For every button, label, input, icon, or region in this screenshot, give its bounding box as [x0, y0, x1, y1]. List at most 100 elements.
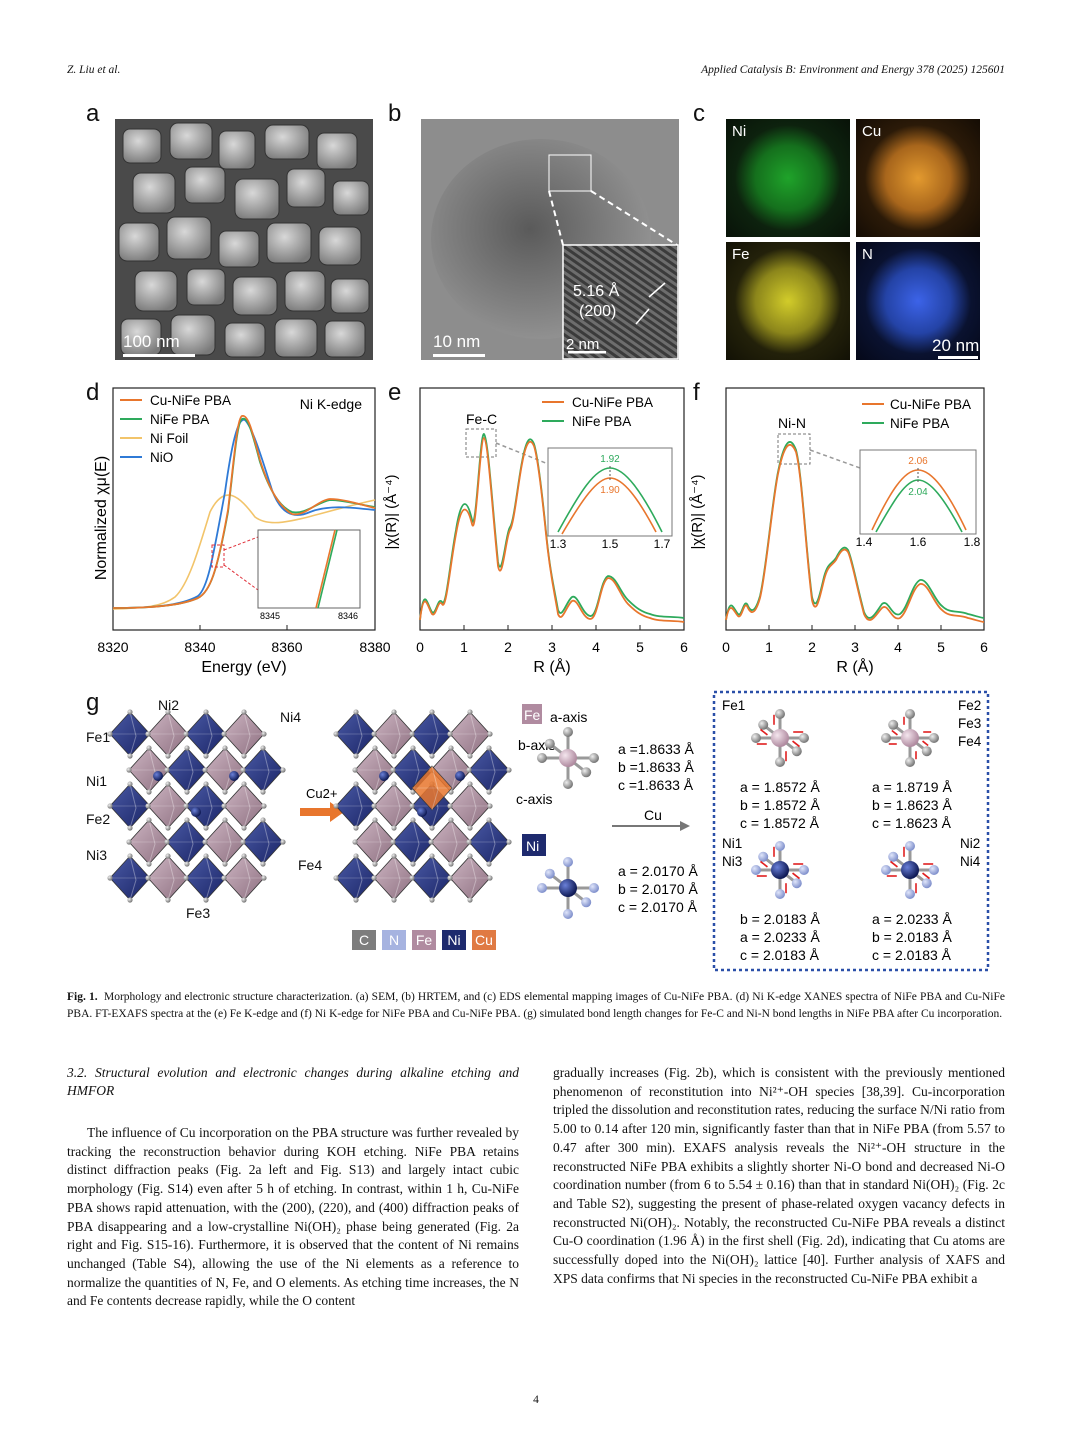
carbon-atom	[467, 897, 473, 903]
fe-octahedron	[449, 711, 491, 757]
carbon-atom	[372, 861, 378, 867]
lattice-plane-label: (200)	[579, 303, 616, 320]
carbon-atom	[333, 875, 339, 881]
fe-octahedron	[223, 711, 265, 757]
fe-exafs-chart: |χ(R)| (Å⁻⁴) R (Å) 0 1 2 3 4 5 6 Cu-NiFe PBA N…	[383, 387, 688, 676]
x-tick-label: 1	[460, 639, 468, 655]
carbon-atom	[410, 817, 416, 823]
cu-incorporation-arrow	[300, 802, 344, 822]
fe-bond-c: c =1.8633 Å	[618, 777, 694, 793]
legend-chip-cu	[472, 930, 496, 950]
legend-chip-fe	[412, 930, 436, 950]
fe234-bond-c: c = 1.8623 Å	[872, 815, 952, 831]
carbon-atom	[165, 853, 171, 859]
legend-nife: NiFe PBA	[150, 412, 209, 427]
ni-inset-value-nife: 2.04	[908, 487, 928, 498]
carbon-atom	[241, 753, 247, 759]
ligand-atom	[888, 851, 899, 862]
legend-chip-label: Ni	[447, 932, 460, 948]
carbon-atom	[506, 839, 512, 845]
x-tick-label: 3	[548, 639, 556, 655]
fe-octahedron	[147, 783, 189, 829]
carbon-atom	[429, 825, 435, 831]
metal-center	[771, 729, 789, 747]
xanes-xlabel: Energy (eV)	[201, 659, 286, 676]
ligand-atom	[775, 889, 785, 899]
fe-octahedron	[128, 819, 170, 865]
carbon-atom	[127, 825, 133, 831]
ni-octahedron	[242, 819, 284, 865]
site-label-fe1: Fe1	[86, 729, 110, 745]
fe-inset-xtick: 1.3	[550, 537, 567, 551]
fe-inset-xtick: 1.7	[654, 537, 671, 551]
displacement-arrow	[922, 740, 929, 747]
xanes-xtick: 8320	[97, 639, 128, 655]
displacement-arrow	[792, 872, 801, 880]
carbon-atom	[486, 861, 492, 867]
fe1-bond-b: b = 1.8572 Å	[740, 797, 820, 813]
carbon-atom	[240, 839, 246, 845]
displacement-arrow	[922, 872, 931, 880]
fe-octahedron	[373, 711, 415, 757]
legend-nife: NiFe PBA	[572, 414, 631, 429]
carbon-atom	[429, 709, 435, 715]
carbon-atom	[261, 731, 267, 737]
x-tick-label: 2	[504, 639, 512, 655]
fe-exafs-ylabel: |χ(R)| (Å⁻⁴)	[383, 474, 400, 549]
ligand-atom	[775, 841, 785, 851]
page-number: 4	[533, 1394, 539, 1406]
x-tick-label: 5	[636, 639, 644, 655]
site-label-fe2: Fe2	[86, 811, 110, 827]
displacement-arrow	[792, 740, 801, 748]
carbon-atom	[183, 731, 189, 737]
carbon-atom	[487, 731, 493, 737]
fe-inset-value-cu-nife: 1.90	[600, 485, 620, 496]
carbon-atom	[221, 803, 227, 809]
carbon-atom	[203, 853, 209, 859]
xanes-inset-xtick: 8345	[260, 611, 280, 621]
carbon-atom	[183, 875, 189, 881]
carbon-atom	[164, 839, 170, 845]
interstitial-ion	[455, 771, 465, 781]
fe-octahedron	[373, 783, 415, 829]
carbon-atom	[466, 839, 472, 845]
ni13-bond-a: a = 2.0233 Å	[740, 929, 820, 945]
ni-octahedron	[185, 855, 227, 901]
carbon-atom	[260, 861, 266, 867]
fe-octahedron	[147, 855, 189, 901]
carbon-atom	[222, 789, 228, 795]
legend-chip-c	[352, 930, 376, 950]
legend-cu-nife: Cu-NiFe PBA	[150, 393, 231, 408]
ligand-atom	[921, 746, 932, 757]
carbon-atom	[448, 861, 454, 867]
carbon-atom	[241, 825, 247, 831]
ni13-bond-c: c = 2.0183 Å	[740, 947, 820, 963]
hrtem-scalebar-label: 10 nm	[433, 332, 481, 351]
carbon-atom	[467, 753, 473, 759]
panel-label-a: a	[86, 100, 100, 127]
carbon-atom	[353, 853, 359, 859]
ligand-atom	[929, 865, 939, 875]
ni-octahedron	[411, 711, 453, 757]
carbon-atom	[467, 781, 473, 787]
carbon-atom	[429, 897, 435, 903]
carbon-atom	[353, 825, 359, 831]
ni24-bond-c: c = 2.0183 Å	[872, 947, 952, 963]
ligand-atom	[563, 909, 573, 919]
ligand-atom	[537, 753, 547, 763]
carbon-atom	[221, 875, 227, 881]
left-column: 3.2. Structural evolution and electronic…	[67, 1064, 519, 1311]
ni2-site-label: Ni2	[960, 836, 980, 851]
fe1-bond-a: a = 1.8572 Å	[740, 779, 820, 795]
ligand-atom	[775, 757, 785, 767]
legend-nio: NiO	[150, 450, 173, 465]
fe3-site-label: Fe3	[958, 716, 981, 731]
ligand-atom	[791, 746, 802, 757]
carbon-atom	[107, 803, 113, 809]
carbon-atom	[390, 839, 396, 845]
displacement-arrow	[891, 729, 898, 736]
fe-octahedron	[223, 855, 265, 901]
ligand-atom	[581, 767, 592, 778]
carbon-atom	[467, 853, 473, 859]
ni-n-peak-label: Ni-N	[778, 415, 806, 431]
